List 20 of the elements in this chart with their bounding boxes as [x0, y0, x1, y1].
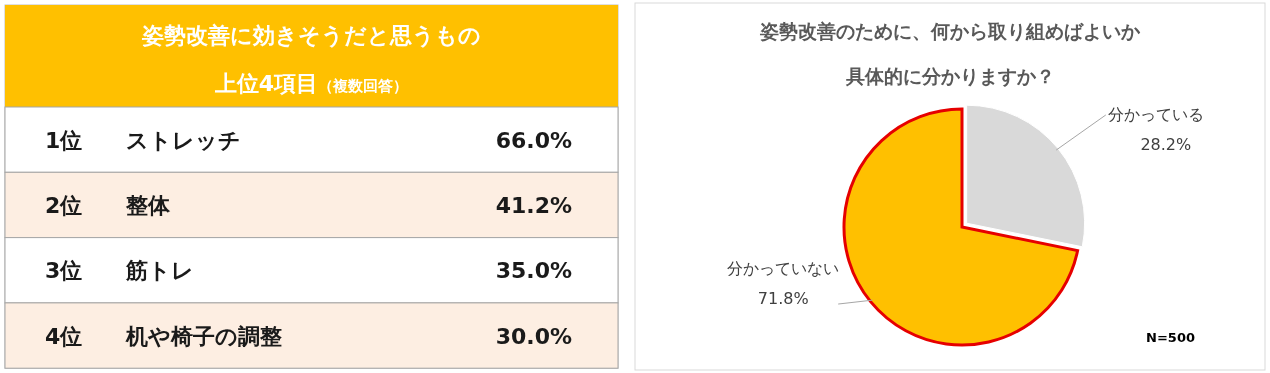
data-label: 71.8%: [757, 289, 809, 309]
text: 35.0%: [495, 258, 572, 284]
slice-label: 分かっていない: [727, 259, 840, 279]
text: 66.0%: [495, 127, 572, 153]
text: 上位4項目: [213, 71, 319, 96]
pie-slice: [966, 104, 1085, 248]
text: 姿勢改善に効きそうだと思うもの: [141, 23, 481, 48]
text: 4位 机や椅子の調整: [45, 323, 283, 349]
text: 2位 整体: [45, 192, 172, 218]
text: N=500: [1146, 330, 1195, 345]
text: （複数回答）: [318, 77, 409, 95]
data-label: 28.2%: [1140, 134, 1192, 154]
text: 3位 筋トレ: [45, 258, 195, 284]
text: 1位 ストレッチ: [45, 127, 242, 153]
text: 41.2%: [495, 192, 572, 218]
pie-slice: [842, 107, 1080, 347]
slice-label: 分かっている: [1107, 104, 1204, 124]
chart-subtitle: 具体的に分かりますか？: [844, 65, 1055, 87]
chart-title: 姿勢改善のために、何から取り組めばよいか: [759, 20, 1141, 42]
text: 30.0%: [495, 323, 572, 349]
